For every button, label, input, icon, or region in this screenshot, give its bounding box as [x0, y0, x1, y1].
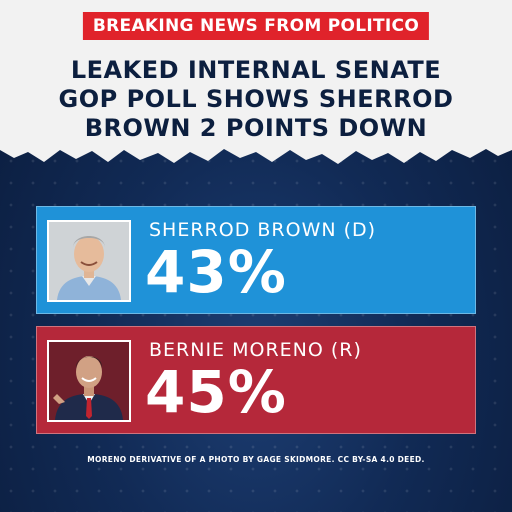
candidate-name: SHERROD BROWN (D) [149, 219, 377, 241]
headline: LEAKED INTERNAL SENATE GOP POLL SHOWS SH… [0, 56, 512, 143]
headline-line-3: BROWN 2 POINTS DOWN [84, 114, 428, 142]
headline-line-2: GOP POLL SHOWS SHERROD [58, 85, 454, 113]
headline-line-1: LEAKED INTERNAL SENATE [70, 56, 442, 84]
breaking-news-banner: BREAKING NEWS FROM POLITICO [82, 12, 430, 40]
torn-paper-header [0, 0, 512, 164]
candidate-name: BERNIE MORENO (R) [149, 339, 362, 361]
candidate-card-brown: SHERROD BROWN (D) 43% [36, 206, 476, 314]
candidate-card-moreno: BERNIE MORENO (R) 45% [36, 326, 476, 434]
bernie-moreno-photo [47, 340, 131, 422]
candidate-percent: 43% [145, 238, 287, 306]
sherrod-brown-photo [47, 220, 131, 302]
photo-credit: MORENO DERIVATIVE OF A PHOTO BY GAGE SKI… [87, 455, 425, 464]
candidate-percent: 45% [145, 358, 287, 426]
